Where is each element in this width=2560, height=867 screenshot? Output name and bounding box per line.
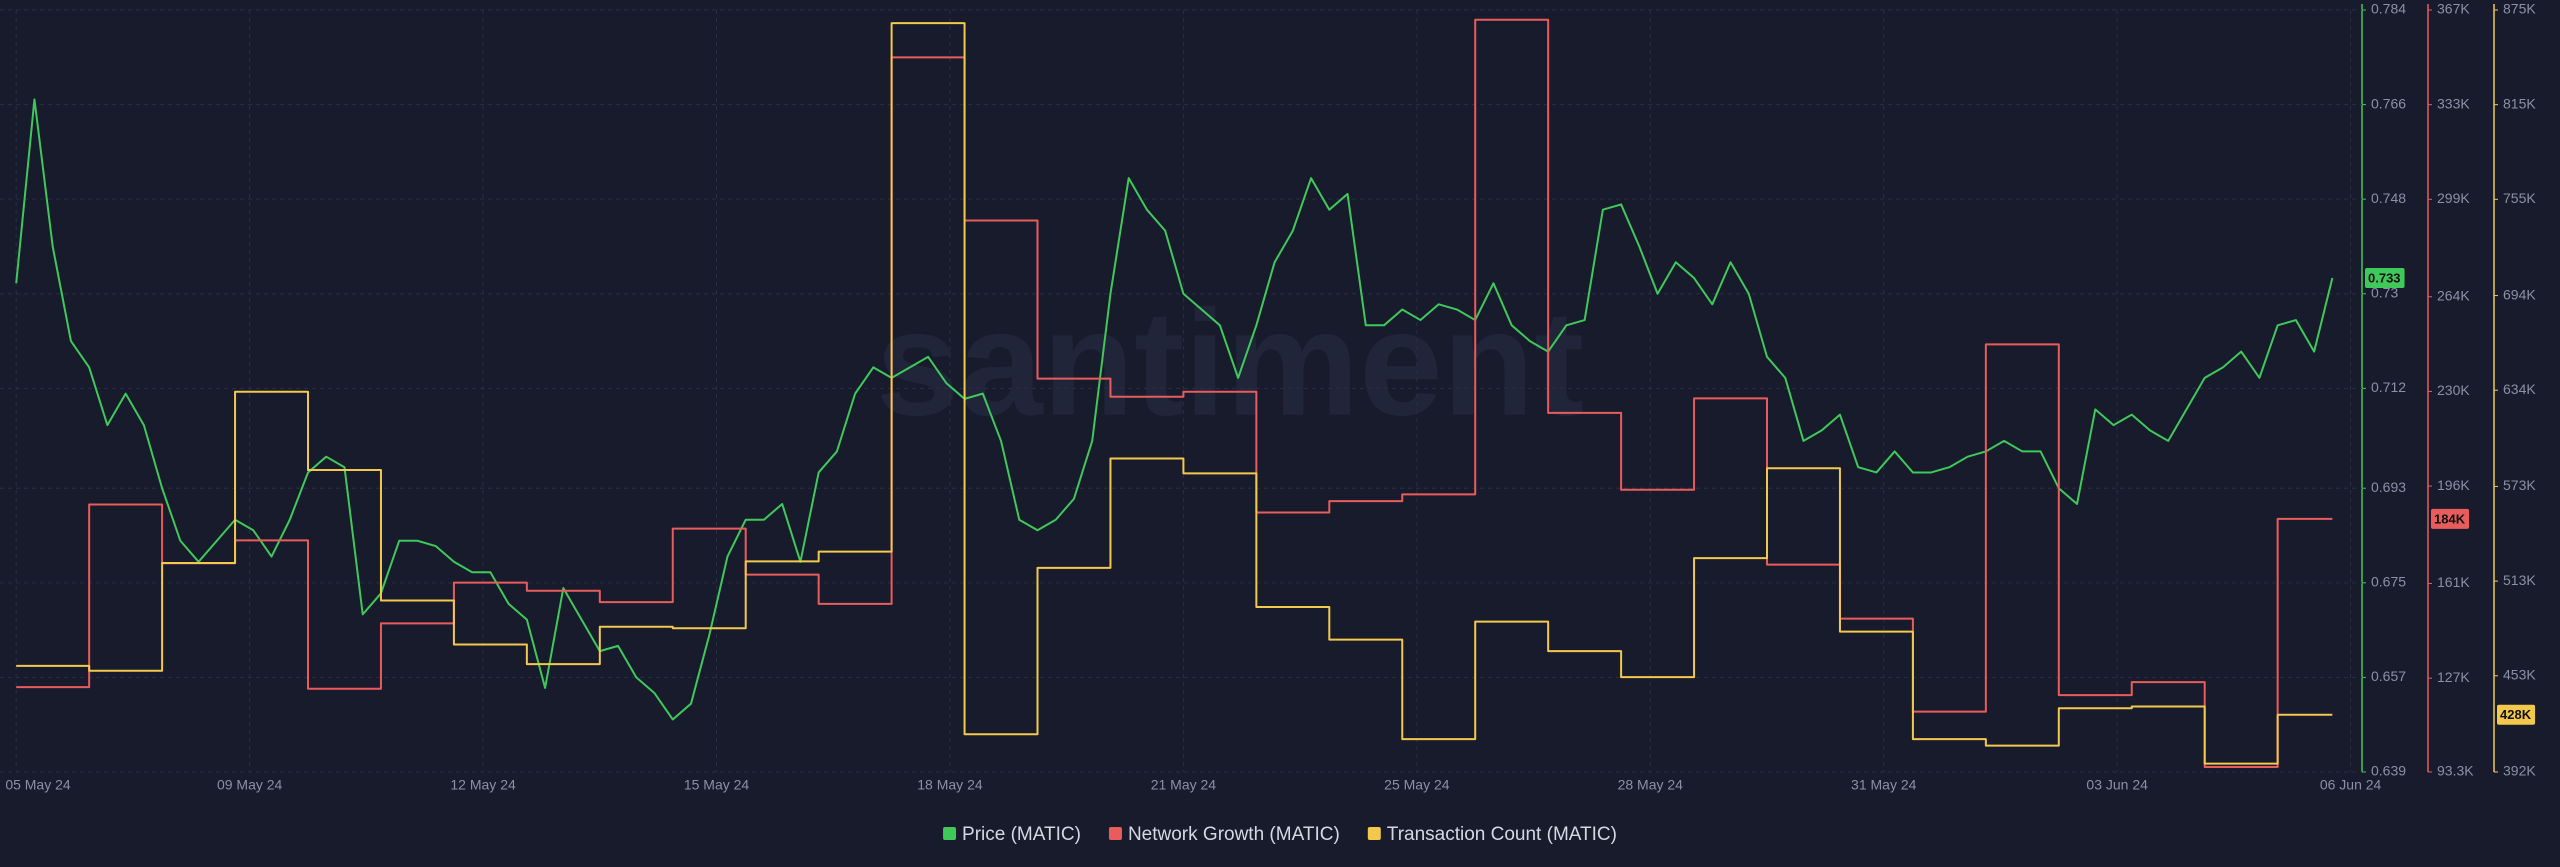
y-tick-label: 573K bbox=[2503, 477, 2536, 493]
y-tick-label: 0.784 bbox=[2371, 1, 2406, 17]
y-tick-label: 367K bbox=[2437, 1, 2470, 17]
badge-text: 184K bbox=[2434, 511, 2466, 526]
legend-text: Price (MATIC) bbox=[962, 824, 1081, 845]
y-tick-label: 127K bbox=[2437, 669, 2470, 685]
legend-swatch bbox=[943, 827, 957, 840]
y-tick-label: 0.748 bbox=[2371, 190, 2406, 206]
x-tick-label: 18 May 24 bbox=[917, 777, 983, 793]
watermark: santiment bbox=[876, 279, 1584, 447]
y-tick-label: 0.639 bbox=[2371, 763, 2406, 779]
x-tick-label: 15 May 24 bbox=[684, 777, 750, 793]
x-tick-label: 12 May 24 bbox=[450, 777, 516, 793]
legend-text: Transaction Count (MATIC) bbox=[1387, 824, 1617, 845]
badge-text: 0.733 bbox=[2368, 270, 2401, 285]
y-tick-label: 230K bbox=[2437, 382, 2470, 398]
y-tick-label: 0.712 bbox=[2371, 379, 2406, 395]
y-tick-label: 755K bbox=[2503, 190, 2536, 206]
y-tick-label: 264K bbox=[2437, 287, 2470, 303]
badge-box bbox=[2365, 268, 2405, 289]
y-tick-label: 0.766 bbox=[2371, 95, 2406, 111]
legend: Price (MATIC) Network Growth (MATIC) Trans… bbox=[943, 824, 1617, 845]
y-tick-label: 392K bbox=[2503, 763, 2536, 779]
last-value-badge: 0.733 bbox=[2365, 268, 2405, 289]
legend-swatch bbox=[1108, 827, 1122, 840]
y-tick-label: 299K bbox=[2437, 190, 2470, 206]
x-tick-label: 03 Jun 24 bbox=[2086, 777, 2148, 793]
y-tick-label: 196K bbox=[2437, 477, 2470, 493]
y-tick-label: 453K bbox=[2503, 666, 2536, 682]
y-tick-label: 875K bbox=[2503, 1, 2536, 17]
x-tick-label: 06 Jun 24 bbox=[2320, 777, 2382, 793]
y-tick-label: 0.693 bbox=[2371, 479, 2406, 495]
x-tick-label: 21 May 24 bbox=[1151, 777, 1217, 793]
y-tick-label: 93.3K bbox=[2437, 763, 2474, 779]
x-tick-label: 05 May 24 bbox=[5, 777, 71, 793]
y-tick-label: 815K bbox=[2503, 95, 2536, 111]
series-line bbox=[15, 98, 2334, 721]
x-tick-label: 25 May 24 bbox=[1384, 777, 1450, 793]
series-line bbox=[16, 22, 2333, 765]
x-tick-label: 31 May 24 bbox=[1851, 777, 1917, 793]
x-tick-label: 09 May 24 bbox=[217, 777, 283, 793]
badge-box bbox=[2431, 508, 2470, 529]
badge-text: 428K bbox=[2500, 707, 2532, 722]
badge-box bbox=[2497, 704, 2536, 725]
y-tick-label: 694K bbox=[2503, 286, 2536, 302]
last-value-badge: 184K bbox=[2431, 508, 2470, 529]
y-tick-label: 0.73 bbox=[2371, 284, 2398, 300]
y-tick-label: 513K bbox=[2503, 572, 2536, 588]
y-tick-label: 333K bbox=[2437, 95, 2470, 111]
legend-text: Network Growth (MATIC) bbox=[1128, 824, 1340, 845]
legend-swatch bbox=[1367, 827, 1381, 840]
y-tick-label: 0.675 bbox=[2371, 574, 2406, 590]
series-line bbox=[16, 18, 2333, 768]
x-tick-label: 28 May 24 bbox=[1618, 777, 1684, 793]
y-tick-label: 0.657 bbox=[2371, 668, 2406, 684]
last-value-badge: 428K bbox=[2497, 704, 2536, 725]
y-tick-label: 634K bbox=[2503, 381, 2536, 397]
y-tick-label: 161K bbox=[2437, 574, 2470, 590]
